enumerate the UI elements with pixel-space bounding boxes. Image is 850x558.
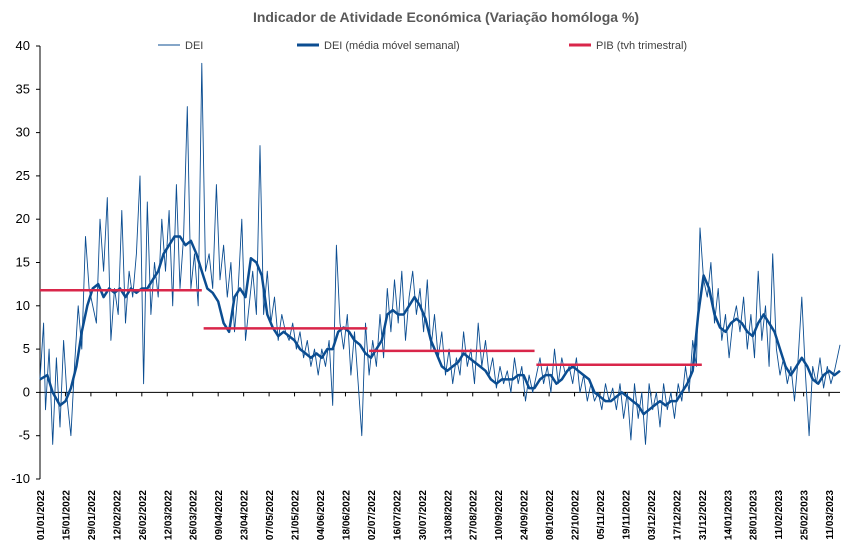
x-tick-label: 16/07/2022 [392, 490, 403, 540]
x-tick-label: 21/05/2022 [291, 490, 302, 540]
x-tick-label: 14/01/2023 [723, 490, 734, 540]
y-tick-label: 30 [16, 125, 30, 140]
x-tick-label: 19/11/2022 [621, 490, 632, 540]
x-tick-label: 10/09/2022 [494, 490, 505, 540]
x-tick-label: 26/03/2022 [189, 490, 200, 540]
x-tick-label: 12/03/2022 [163, 490, 174, 540]
x-tick-label: 05/11/2022 [596, 490, 607, 540]
x-tick-label: 15/01/2022 [61, 490, 72, 540]
y-tick-label: 0 [23, 384, 30, 399]
x-tick-label: 08/10/2022 [545, 490, 556, 540]
x-tick-label: 29/01/2022 [87, 490, 98, 540]
x-tick-label: 13/08/2022 [443, 490, 454, 540]
x-tick-label: 24/09/2022 [520, 490, 531, 540]
x-tick-label: 27/08/2022 [469, 490, 480, 540]
x-tick-label: 04/06/2022 [316, 490, 327, 540]
plot-area [39, 62, 841, 445]
x-tick-label: 26/02/2022 [138, 490, 149, 540]
legend: DEI DEI (média móvel semanal) PIB (tvh t… [158, 40, 687, 52]
legend-label-dei: DEI [185, 40, 203, 52]
legend-label-pib: PIB (tvh trimestral) [596, 40, 687, 52]
x-tick-label: 22/10/2022 [571, 490, 582, 540]
dei-moving-average-line [39, 235, 841, 416]
x-tick-label: 31/12/2022 [698, 490, 709, 540]
x-tick-label: 28/01/2023 [749, 490, 760, 540]
x-tick-label: 01/01/2022 [36, 490, 47, 540]
x-axis: 01/01/2022 15/01/2022 29/01/2022 12/02/2022… [36, 391, 840, 540]
x-tick-label: 09/04/2022 [214, 490, 225, 540]
y-axis: -10 -5 0 5 10 15 20 25 30 35 40 [11, 38, 41, 486]
x-tick-label: 07/05/2022 [265, 490, 276, 540]
y-tick-label: 15 [16, 255, 30, 270]
y-tick-label: -5 [18, 428, 30, 443]
x-tick-label: 25/02/2023 [800, 490, 811, 540]
y-tick-label: 25 [16, 168, 30, 183]
x-tick-label: 23/04/2022 [240, 490, 251, 540]
y-tick-label: 35 [16, 81, 30, 96]
y-tick-label: 40 [16, 38, 30, 53]
y-tick-label: 20 [16, 211, 30, 226]
x-tick-label: 11/03/2023 [825, 490, 836, 540]
x-tick-label: 18/06/2022 [341, 490, 352, 540]
y-tick-label: 5 [23, 341, 30, 356]
dei-line [39, 62, 841, 445]
chart-title: Indicador de Atividade Económica (Variaç… [253, 9, 639, 25]
x-tick-label: 17/12/2022 [672, 490, 683, 540]
y-tick-label: -10 [11, 471, 30, 486]
x-tick-label: 11/02/2023 [774, 490, 785, 540]
legend-label-mm: DEI (média móvel semanal) [324, 40, 460, 52]
y-tick-label: 10 [16, 298, 30, 313]
x-tick-label: 02/07/2022 [367, 490, 378, 540]
x-tick-label: 30/07/2022 [418, 490, 429, 540]
x-tick-label: 03/12/2022 [647, 490, 658, 540]
x-tick-label: 12/02/2022 [112, 490, 123, 540]
